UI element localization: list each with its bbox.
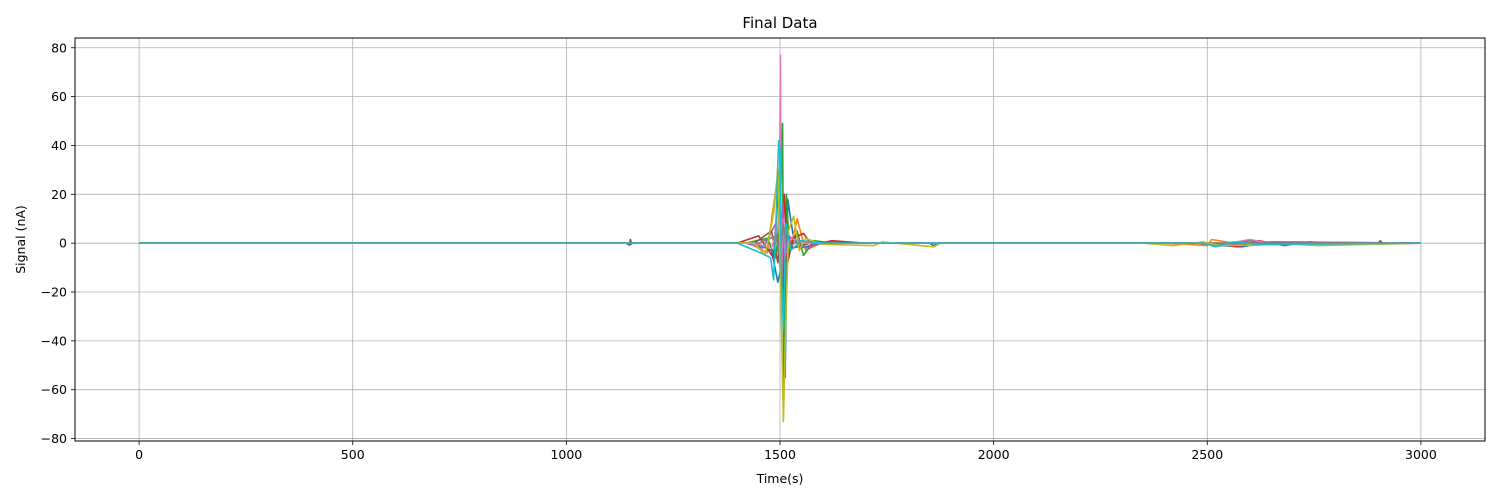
series-line-5 bbox=[139, 203, 1421, 269]
x-tick-label: 1500 bbox=[764, 447, 796, 462]
series-line-10 bbox=[139, 139, 1421, 330]
y-tick-label: −40 bbox=[41, 333, 67, 348]
x-tick-label: 2500 bbox=[1191, 447, 1223, 462]
x-tick-label: 0 bbox=[135, 447, 143, 462]
series-layer bbox=[139, 54, 1421, 423]
y-tick-label: −20 bbox=[41, 285, 67, 300]
series-line-6 bbox=[139, 208, 1421, 293]
x-tick-label: 2000 bbox=[978, 447, 1010, 462]
y-axis-label: Signal (nA) bbox=[13, 205, 28, 274]
y-tick-label: −60 bbox=[41, 382, 67, 397]
ticks: 0 500 1000 1500 2000 2500 3000 −80 −60 −40 −20 0 20 4… bbox=[41, 40, 1437, 462]
x-tick-label: 3000 bbox=[1405, 447, 1437, 462]
y-tick-label: 60 bbox=[51, 89, 67, 104]
y-tick-label: 80 bbox=[51, 40, 67, 55]
x-tick-label: 1000 bbox=[550, 447, 582, 462]
y-tick-label: −80 bbox=[41, 431, 67, 446]
series-line-7 bbox=[139, 54, 1421, 318]
chart-title: Final Data bbox=[742, 14, 817, 32]
y-tick-label: 0 bbox=[59, 236, 67, 251]
x-tick-label: 500 bbox=[341, 447, 365, 462]
y-tick-label: 20 bbox=[51, 187, 67, 202]
x-axis-label: Time(s) bbox=[756, 471, 804, 486]
series-line-2 bbox=[139, 169, 1421, 293]
y-tick-label: 40 bbox=[51, 138, 67, 153]
